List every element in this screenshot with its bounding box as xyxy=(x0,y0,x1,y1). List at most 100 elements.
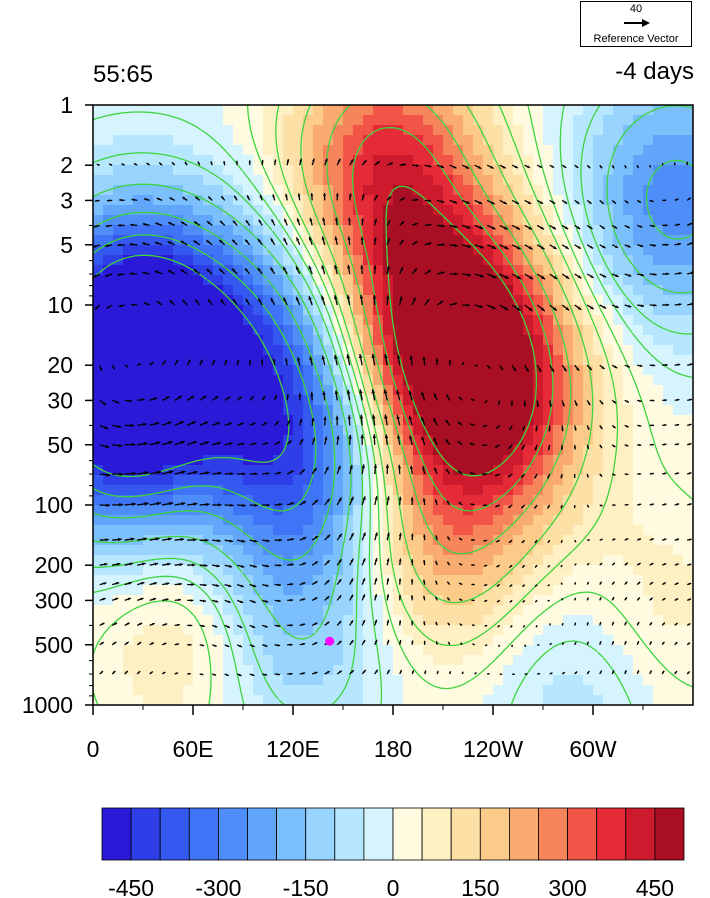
field-cell xyxy=(93,305,104,316)
field-cell xyxy=(573,275,584,286)
field-cell xyxy=(493,295,504,306)
field-cell xyxy=(563,105,574,116)
field-cell xyxy=(303,455,314,466)
wind-vector-head xyxy=(178,582,182,586)
field-cell xyxy=(413,215,424,226)
field-cell xyxy=(533,615,544,626)
field-cell xyxy=(353,615,364,626)
field-cell xyxy=(323,595,334,606)
field-cell xyxy=(583,255,594,266)
field-cell xyxy=(303,435,314,446)
field-cell xyxy=(623,615,634,626)
field-cell xyxy=(643,375,654,386)
field-cell xyxy=(283,295,294,306)
field-cell xyxy=(663,525,674,536)
field-cell xyxy=(253,605,264,616)
wind-vector-head xyxy=(117,243,121,247)
field-cell xyxy=(663,295,674,306)
field-cell xyxy=(553,675,564,686)
wind-vector-head xyxy=(323,193,326,196)
wind-vector-head xyxy=(229,442,233,446)
wind-vector-head xyxy=(627,365,630,368)
field-cell xyxy=(293,665,304,676)
field-cell xyxy=(293,635,304,646)
field-cell xyxy=(433,655,444,666)
field-cell xyxy=(633,265,644,276)
field-cell xyxy=(123,505,134,516)
field-cell xyxy=(603,255,614,266)
wind-vector-head xyxy=(396,415,400,420)
field-cell xyxy=(343,655,354,666)
field-cell xyxy=(373,545,384,556)
field-cell xyxy=(543,195,554,206)
field-cell xyxy=(403,185,414,196)
wind-vector-head xyxy=(664,399,667,402)
wind-vector-head xyxy=(553,307,557,311)
field-cell xyxy=(123,475,134,486)
field-cell xyxy=(473,505,484,516)
field-cell xyxy=(103,295,114,306)
field-cell xyxy=(93,435,104,446)
wind-vector-head xyxy=(371,389,376,394)
wind-vector-head xyxy=(94,199,98,202)
field-cell xyxy=(553,595,564,606)
field-cell xyxy=(513,605,524,616)
field-cell xyxy=(143,535,154,546)
wind-vector-head xyxy=(290,502,295,506)
field-cell xyxy=(363,675,374,686)
wind-vector-head xyxy=(613,538,616,541)
field-cell xyxy=(313,575,324,586)
field-cell xyxy=(193,135,204,146)
field-cell xyxy=(253,305,264,316)
field-cell xyxy=(263,505,274,516)
field-cell xyxy=(453,395,464,406)
wind-vector-head xyxy=(326,560,330,564)
wind-vector-head xyxy=(324,436,328,441)
field-cell xyxy=(173,565,184,576)
field-cell xyxy=(353,305,364,316)
field-cell xyxy=(573,185,584,196)
field-cell xyxy=(193,515,204,526)
field-cell xyxy=(633,545,644,556)
field-cell xyxy=(553,195,564,206)
field-cell xyxy=(123,215,134,226)
field-cell xyxy=(193,525,204,536)
field-cell xyxy=(213,105,224,116)
field-cell xyxy=(423,175,434,186)
field-cell xyxy=(133,475,144,486)
wind-vector-head xyxy=(386,295,390,300)
field-cell xyxy=(313,315,324,326)
wind-vector-head xyxy=(509,427,512,431)
field-cell xyxy=(413,125,424,136)
wind-vector-head xyxy=(219,268,223,272)
field-cell xyxy=(143,185,154,196)
wind-vector-head xyxy=(374,496,378,500)
field-cell xyxy=(363,385,374,396)
field-cell xyxy=(583,545,594,556)
field-cell xyxy=(313,615,324,626)
field-cell xyxy=(573,135,584,146)
field-cell xyxy=(163,205,174,216)
wind-vector-head xyxy=(131,502,136,507)
field-cell xyxy=(403,635,414,646)
field-cell xyxy=(143,425,154,436)
field-cell xyxy=(403,355,414,366)
field-cell xyxy=(573,495,584,506)
wind-vector-head xyxy=(447,536,450,540)
field-cell xyxy=(483,305,494,316)
field-cell xyxy=(113,695,124,705)
field-cell xyxy=(593,205,604,216)
field-cell xyxy=(423,375,434,386)
field-cell xyxy=(613,335,624,346)
field-cell xyxy=(363,275,374,286)
field-cell xyxy=(223,195,234,206)
field-cell xyxy=(243,665,254,676)
wind-vector-head xyxy=(422,356,426,361)
field-cell xyxy=(313,655,324,666)
field-cell xyxy=(213,455,224,466)
field-cell xyxy=(223,565,234,576)
field-cell xyxy=(403,235,414,246)
field-cell xyxy=(533,595,544,606)
field-cell xyxy=(543,565,554,576)
field-cell xyxy=(603,375,614,386)
